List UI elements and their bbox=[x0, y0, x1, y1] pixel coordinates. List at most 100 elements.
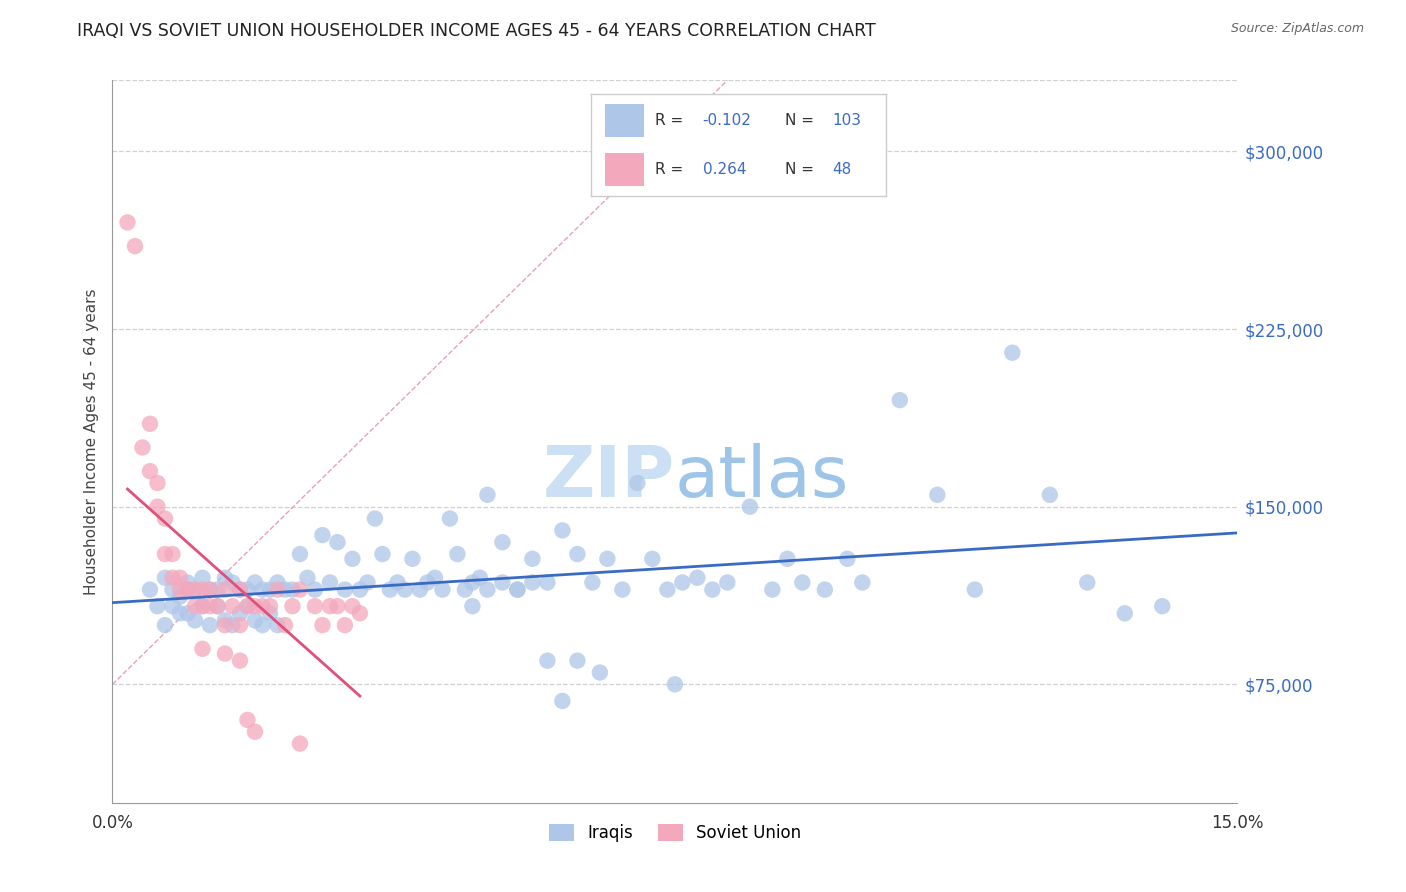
Point bbox=[288, 737, 311, 751]
Point bbox=[439, 511, 461, 525]
Point bbox=[252, 599, 274, 614]
Point bbox=[184, 599, 207, 614]
Point bbox=[596, 551, 619, 566]
Point bbox=[371, 547, 394, 561]
Text: R =: R = bbox=[655, 162, 683, 178]
Point bbox=[461, 599, 484, 614]
Point bbox=[288, 582, 311, 597]
Point bbox=[671, 575, 693, 590]
Point bbox=[536, 575, 558, 590]
Point bbox=[252, 618, 274, 632]
Point bbox=[657, 582, 679, 597]
Point bbox=[184, 614, 207, 628]
Point bbox=[162, 571, 184, 585]
Point bbox=[214, 582, 236, 597]
Point bbox=[146, 475, 169, 490]
Point bbox=[491, 575, 513, 590]
Point bbox=[266, 618, 288, 632]
Point bbox=[153, 571, 176, 585]
Point bbox=[551, 524, 574, 538]
Point bbox=[243, 614, 266, 628]
Point bbox=[446, 547, 468, 561]
Point bbox=[889, 393, 911, 408]
Point bbox=[214, 571, 236, 585]
Point bbox=[191, 571, 214, 585]
Point bbox=[342, 551, 364, 566]
Point bbox=[207, 599, 229, 614]
Point bbox=[169, 571, 191, 585]
Point bbox=[851, 575, 873, 590]
Point bbox=[214, 618, 236, 632]
Point bbox=[191, 599, 214, 614]
Point bbox=[612, 582, 634, 597]
Point bbox=[423, 571, 446, 585]
Point bbox=[236, 713, 259, 727]
Point bbox=[491, 535, 513, 549]
Point bbox=[162, 547, 184, 561]
Point bbox=[198, 618, 221, 632]
Text: 103: 103 bbox=[832, 112, 862, 128]
Point bbox=[641, 551, 664, 566]
Point bbox=[319, 599, 342, 614]
Text: 0.264: 0.264 bbox=[703, 162, 747, 178]
Point bbox=[243, 724, 266, 739]
Point bbox=[221, 575, 243, 590]
Point bbox=[252, 582, 274, 597]
Text: IRAQI VS SOVIET UNION HOUSEHOLDER INCOME AGES 45 - 64 YEARS CORRELATION CHART: IRAQI VS SOVIET UNION HOUSEHOLDER INCOME… bbox=[77, 22, 876, 40]
Point bbox=[349, 607, 371, 621]
Point bbox=[837, 551, 859, 566]
Point bbox=[236, 599, 259, 614]
Point bbox=[401, 551, 423, 566]
Point bbox=[229, 582, 252, 597]
Point bbox=[169, 607, 191, 621]
Point bbox=[567, 654, 589, 668]
Point bbox=[221, 599, 243, 614]
Point bbox=[243, 575, 266, 590]
Point bbox=[184, 582, 207, 597]
Point bbox=[274, 618, 297, 632]
Point bbox=[259, 607, 281, 621]
Point bbox=[551, 694, 574, 708]
Point bbox=[333, 618, 356, 632]
Point bbox=[394, 582, 416, 597]
Point bbox=[626, 475, 648, 490]
Point bbox=[236, 582, 259, 597]
Point bbox=[432, 582, 454, 597]
Point bbox=[153, 618, 176, 632]
Point bbox=[176, 575, 198, 590]
Point bbox=[207, 599, 229, 614]
Point bbox=[191, 599, 214, 614]
Point bbox=[522, 575, 544, 590]
Point bbox=[356, 575, 378, 590]
Point bbox=[243, 599, 266, 614]
Point bbox=[304, 582, 326, 597]
Point bbox=[169, 582, 191, 597]
Point bbox=[153, 547, 176, 561]
FancyBboxPatch shape bbox=[606, 153, 644, 186]
Point bbox=[963, 582, 986, 597]
Point bbox=[378, 582, 401, 597]
Point bbox=[214, 647, 236, 661]
Text: Source: ZipAtlas.com: Source: ZipAtlas.com bbox=[1230, 22, 1364, 36]
Text: 48: 48 bbox=[832, 162, 852, 178]
Point bbox=[297, 571, 319, 585]
Point bbox=[229, 582, 252, 597]
Point bbox=[266, 575, 288, 590]
Point bbox=[342, 599, 364, 614]
Point bbox=[184, 582, 207, 597]
Point bbox=[229, 618, 252, 632]
Point bbox=[214, 614, 236, 628]
Point bbox=[304, 599, 326, 614]
Point bbox=[176, 607, 198, 621]
Point bbox=[146, 500, 169, 514]
Point bbox=[288, 547, 311, 561]
Point bbox=[229, 654, 252, 668]
Point bbox=[236, 599, 259, 614]
Legend: Iraqis, Soviet Union: Iraqis, Soviet Union bbox=[541, 817, 808, 848]
Point bbox=[153, 511, 176, 525]
Point bbox=[207, 582, 229, 597]
Point bbox=[117, 215, 139, 229]
Point bbox=[1001, 345, 1024, 359]
Point bbox=[1152, 599, 1174, 614]
Point bbox=[409, 582, 432, 597]
